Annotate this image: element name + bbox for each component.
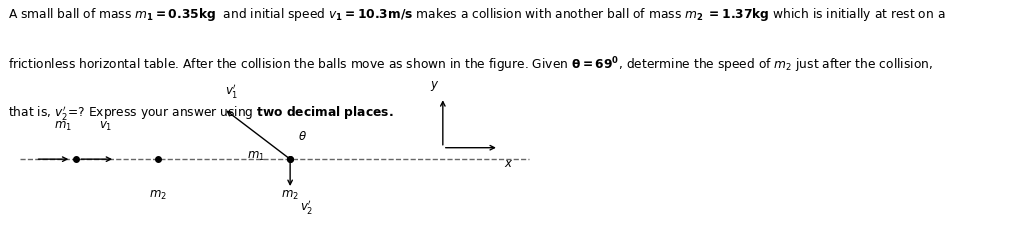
Text: frictionless horizontal table. After the collision the balls move as shown in th: frictionless horizontal table. After the…: [8, 55, 934, 75]
Text: $m_1$: $m_1$: [54, 120, 72, 133]
Text: $m_2$: $m_2$: [281, 189, 299, 202]
Text: $v_1$: $v_1$: [99, 120, 112, 133]
Text: A small ball of mass $\mathbf{\it{m}}$$\mathbf{_1}$$\mathbf{=0.35kg}$  and initi: A small ball of mass $\mathbf{\it{m}}$$\…: [8, 6, 946, 23]
Text: $m_2$: $m_2$: [149, 189, 167, 202]
Text: $\theta$: $\theta$: [298, 130, 307, 143]
Text: $x$: $x$: [504, 157, 514, 170]
Text: $m_1$: $m_1$: [246, 150, 265, 164]
Text: $v_2'$: $v_2'$: [300, 198, 314, 216]
Text: that is, $\mathit{v}_2'$=? Express your answer using $\mathbf{two\ decimal\ plac: that is, $\mathit{v}_2'$=? Express your …: [8, 104, 394, 122]
Text: $v_1'$: $v_1'$: [225, 82, 239, 100]
Text: $y$: $y$: [430, 79, 440, 93]
